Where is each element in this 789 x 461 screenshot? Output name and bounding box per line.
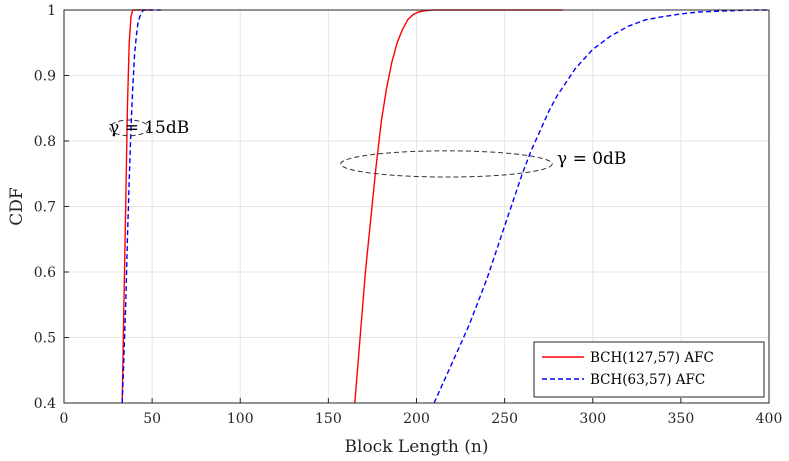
x-tick-label: 350: [668, 411, 695, 427]
legend-label-2: BCH(63,57) AFC: [590, 372, 705, 388]
y-tick-label: 0.8: [34, 134, 56, 150]
y-tick-label: 0.6: [34, 265, 56, 281]
y-axis-label: CDF: [7, 187, 27, 226]
series-line-4: [433, 9, 769, 404]
y-tick-label: 0.9: [34, 69, 56, 85]
annotation-text-1: γ = 15dB: [109, 118, 189, 138]
series-line-2: [121, 9, 161, 404]
annotation-text-2: γ = 0dB: [557, 149, 626, 169]
x-tick-label: 200: [403, 411, 430, 427]
legend: BCH(127,57) AFC BCH(63,57) AFC: [533, 341, 765, 398]
annotation-ellipse-1: [109, 119, 150, 137]
y-tick-label: 0.7: [34, 200, 56, 216]
x-tick-label: 50: [143, 411, 161, 427]
x-tick-label: 100: [227, 411, 254, 427]
x-tick-label: 300: [579, 411, 606, 427]
y-tick-label: 1: [47, 3, 56, 19]
y-tick-label: 0.4: [34, 396, 56, 412]
x-tick-label: 150: [315, 411, 342, 427]
x-tick-label: 250: [491, 411, 518, 427]
annotation-ellipse-2: [340, 150, 553, 178]
legend-label-1: BCH(127,57) AFC: [590, 350, 714, 366]
annotations-layer: γ = 15dB γ = 0dB: [109, 118, 626, 178]
y-tick-label: 0.5: [34, 331, 56, 347]
legend-box: [533, 341, 765, 398]
x-axis-label: Block Length (n): [345, 437, 489, 457]
x-tick-label: 400: [756, 411, 783, 427]
x-tick-label: 0: [60, 411, 69, 427]
tick-labels: 0 50 100 150 200 250 300 350 400 0.4 0.5 0.6 0.7 0.8 0…: [34, 3, 783, 427]
